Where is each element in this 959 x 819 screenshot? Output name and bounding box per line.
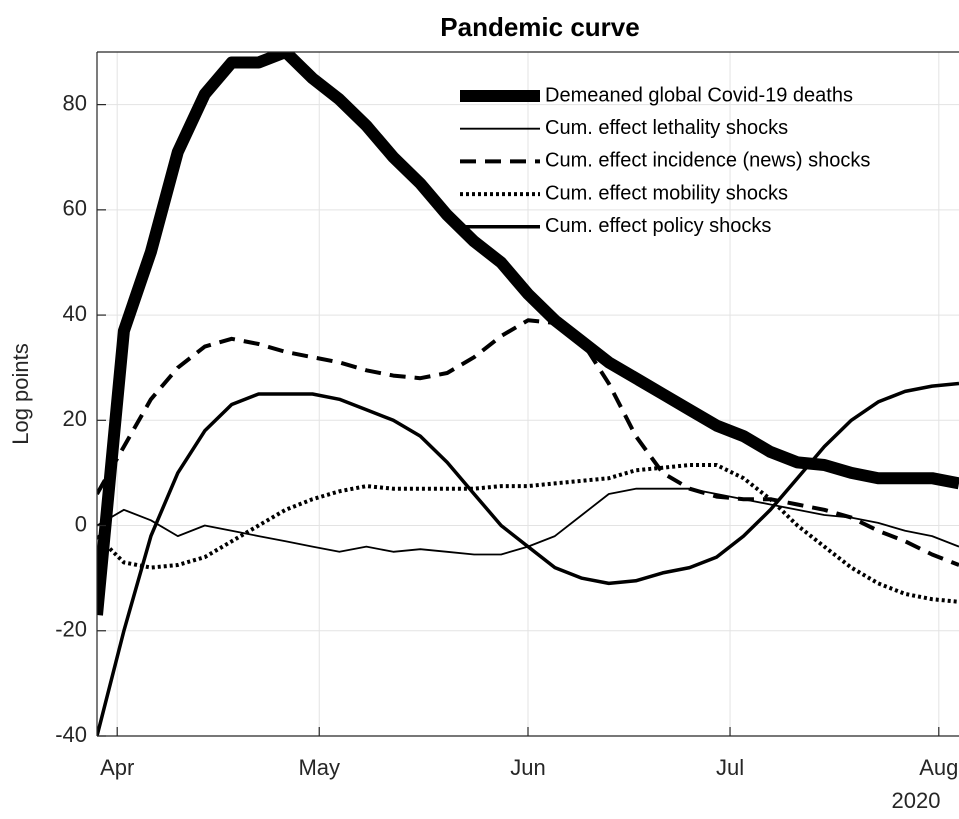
legend-label: Cum. effect lethality shocks: [545, 117, 788, 139]
legend-label: Cum. effect incidence (news) shocks: [545, 150, 870, 172]
x-tick-label: Jul: [716, 755, 744, 780]
y-tick-label: 60: [63, 196, 87, 221]
series-line: [97, 318, 959, 567]
x-tick-label: Aug: [919, 755, 958, 780]
y-axis-label: Log points: [8, 343, 33, 445]
chart-title: Pandemic curve: [440, 12, 639, 42]
grid: [97, 52, 959, 737]
plot-area: [97, 52, 959, 736]
y-tick-label: 40: [63, 301, 87, 326]
axes: -40 -20 0 20 40 60 80 Apr May Jun Jul Aug: [55, 51, 959, 780]
x-offset-label: 2020: [892, 788, 941, 813]
series-line: [97, 463, 959, 604]
series-line: [97, 52, 959, 616]
y-tick-label: -40: [55, 722, 87, 747]
legend-label: Cum. effect mobility shocks: [545, 182, 788, 204]
y-tick-label: 20: [63, 406, 87, 431]
x-tick-label: Apr: [100, 755, 134, 780]
y-tick-label: 0: [75, 511, 87, 536]
legend-label: Cum. effect policy shocks: [545, 215, 771, 237]
legend: Demeaned global Covid-19 deaths Cum. effe…: [460, 84, 870, 237]
x-tick-label: Jun: [510, 755, 545, 780]
legend-label: Demeaned global Covid-19 deaths: [545, 84, 853, 106]
y-tick-label: 80: [63, 90, 87, 115]
series-line: [97, 381, 959, 736]
x-tick-label: May: [298, 755, 340, 780]
y-tick-label: -20: [55, 617, 87, 642]
